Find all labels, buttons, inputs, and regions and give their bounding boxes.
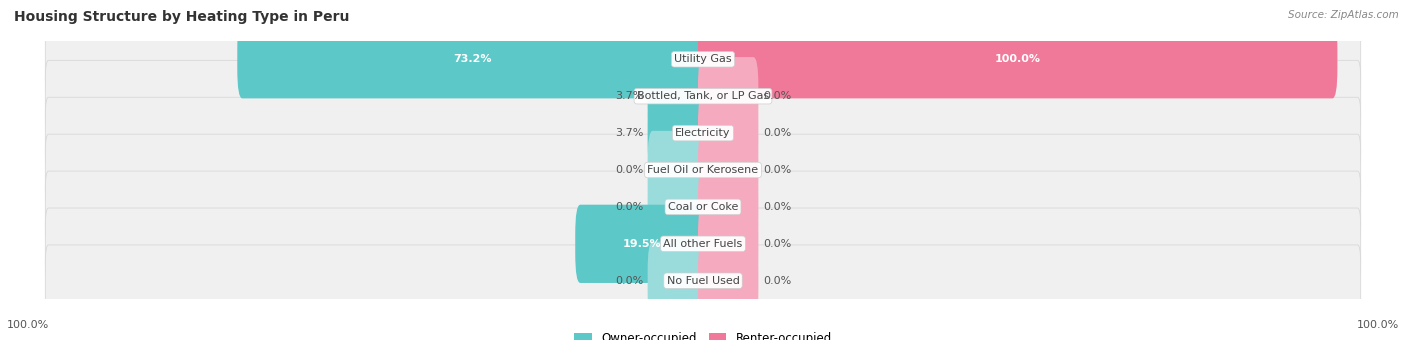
Text: 19.5%: 19.5% bbox=[623, 239, 661, 249]
Text: 3.7%: 3.7% bbox=[614, 128, 643, 138]
FancyBboxPatch shape bbox=[697, 94, 758, 172]
Text: Source: ZipAtlas.com: Source: ZipAtlas.com bbox=[1288, 10, 1399, 20]
FancyBboxPatch shape bbox=[45, 97, 1361, 169]
Text: 0.0%: 0.0% bbox=[763, 276, 792, 286]
FancyBboxPatch shape bbox=[697, 57, 758, 135]
Text: 100.0%: 100.0% bbox=[994, 54, 1040, 64]
FancyBboxPatch shape bbox=[45, 134, 1361, 206]
Text: No Fuel Used: No Fuel Used bbox=[666, 276, 740, 286]
Text: 100.0%: 100.0% bbox=[1357, 320, 1399, 330]
Text: 0.0%: 0.0% bbox=[763, 91, 792, 101]
Legend: Owner-occupied, Renter-occupied: Owner-occupied, Renter-occupied bbox=[569, 328, 837, 340]
Text: 0.0%: 0.0% bbox=[763, 128, 792, 138]
FancyBboxPatch shape bbox=[575, 205, 709, 283]
FancyBboxPatch shape bbox=[45, 23, 1361, 95]
Text: 0.0%: 0.0% bbox=[763, 239, 792, 249]
FancyBboxPatch shape bbox=[697, 205, 758, 283]
Text: All other Fuels: All other Fuels bbox=[664, 239, 742, 249]
Text: 0.0%: 0.0% bbox=[614, 202, 643, 212]
Text: 0.0%: 0.0% bbox=[614, 276, 643, 286]
Text: Bottled, Tank, or LP Gas: Bottled, Tank, or LP Gas bbox=[637, 91, 769, 101]
Text: Utility Gas: Utility Gas bbox=[675, 54, 731, 64]
FancyBboxPatch shape bbox=[648, 168, 709, 246]
FancyBboxPatch shape bbox=[45, 245, 1361, 317]
Text: 0.0%: 0.0% bbox=[763, 202, 792, 212]
FancyBboxPatch shape bbox=[45, 61, 1361, 132]
Text: 0.0%: 0.0% bbox=[614, 165, 643, 175]
FancyBboxPatch shape bbox=[697, 131, 758, 209]
Text: Fuel Oil or Kerosene: Fuel Oil or Kerosene bbox=[647, 165, 759, 175]
FancyBboxPatch shape bbox=[648, 94, 709, 172]
FancyBboxPatch shape bbox=[648, 57, 709, 135]
FancyBboxPatch shape bbox=[45, 171, 1361, 243]
Text: 3.7%: 3.7% bbox=[614, 91, 643, 101]
Text: Housing Structure by Heating Type in Peru: Housing Structure by Heating Type in Per… bbox=[14, 10, 350, 24]
FancyBboxPatch shape bbox=[238, 20, 709, 98]
Text: Electricity: Electricity bbox=[675, 128, 731, 138]
FancyBboxPatch shape bbox=[697, 242, 758, 320]
FancyBboxPatch shape bbox=[648, 242, 709, 320]
Text: 73.2%: 73.2% bbox=[453, 54, 492, 64]
Text: 0.0%: 0.0% bbox=[763, 165, 792, 175]
FancyBboxPatch shape bbox=[697, 20, 1337, 98]
Text: 100.0%: 100.0% bbox=[7, 320, 49, 330]
FancyBboxPatch shape bbox=[45, 208, 1361, 279]
FancyBboxPatch shape bbox=[697, 168, 758, 246]
FancyBboxPatch shape bbox=[648, 131, 709, 209]
Text: Coal or Coke: Coal or Coke bbox=[668, 202, 738, 212]
